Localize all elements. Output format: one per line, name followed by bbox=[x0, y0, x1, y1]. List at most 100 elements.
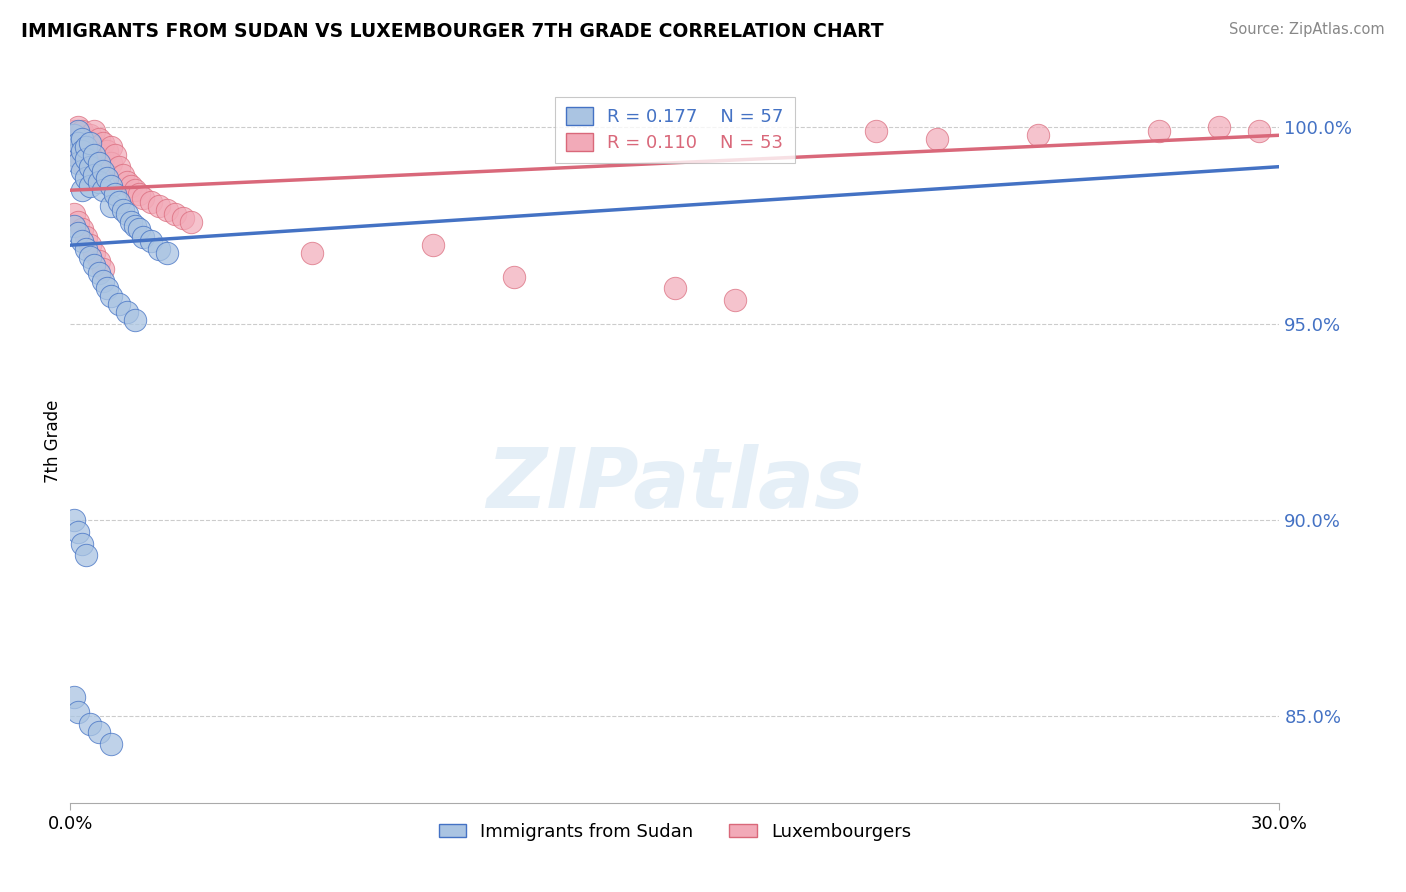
Point bbox=[79, 160, 101, 174]
Point bbox=[132, 230, 155, 244]
Point bbox=[72, 144, 94, 158]
Point bbox=[100, 140, 122, 154]
Point bbox=[63, 144, 86, 158]
Point bbox=[67, 124, 90, 138]
Point bbox=[124, 313, 146, 327]
Point bbox=[67, 214, 90, 228]
Point bbox=[115, 207, 138, 221]
Point bbox=[100, 179, 122, 194]
Point bbox=[925, 132, 948, 146]
Point bbox=[865, 124, 887, 138]
Point bbox=[72, 536, 94, 550]
Point bbox=[79, 136, 101, 150]
Point bbox=[128, 187, 150, 202]
Point bbox=[91, 136, 114, 150]
Point bbox=[96, 171, 118, 186]
Point bbox=[83, 258, 105, 272]
Point bbox=[1249, 124, 1271, 138]
Point bbox=[91, 152, 114, 166]
Point bbox=[72, 132, 94, 146]
Point bbox=[87, 132, 110, 146]
Point bbox=[79, 128, 101, 143]
Point bbox=[75, 148, 97, 162]
Point bbox=[156, 202, 179, 217]
Point bbox=[63, 207, 86, 221]
Point bbox=[115, 175, 138, 189]
Point bbox=[156, 246, 179, 260]
Point bbox=[724, 293, 747, 308]
Point bbox=[87, 155, 110, 169]
Point bbox=[139, 234, 162, 248]
Point bbox=[63, 690, 86, 704]
Point bbox=[72, 183, 94, 197]
Point bbox=[120, 179, 142, 194]
Point bbox=[104, 187, 127, 202]
Point bbox=[75, 140, 97, 154]
Text: Source: ZipAtlas.com: Source: ZipAtlas.com bbox=[1229, 22, 1385, 37]
Point bbox=[72, 163, 94, 178]
Point bbox=[79, 250, 101, 264]
Point bbox=[63, 219, 86, 233]
Point bbox=[72, 124, 94, 138]
Point bbox=[79, 717, 101, 731]
Point bbox=[100, 155, 122, 169]
Point bbox=[148, 199, 170, 213]
Point bbox=[422, 238, 444, 252]
Point bbox=[1026, 128, 1049, 143]
Point bbox=[100, 737, 122, 751]
Point bbox=[115, 305, 138, 319]
Point bbox=[67, 706, 90, 720]
Point bbox=[83, 148, 105, 162]
Point bbox=[1208, 120, 1230, 135]
Point bbox=[664, 281, 686, 295]
Point bbox=[63, 128, 86, 143]
Point bbox=[75, 230, 97, 244]
Point bbox=[75, 152, 97, 166]
Legend: Immigrants from Sudan, Luxembourgers: Immigrants from Sudan, Luxembourgers bbox=[432, 815, 918, 848]
Point bbox=[124, 183, 146, 197]
Point bbox=[128, 222, 150, 236]
Point bbox=[87, 148, 110, 162]
Point bbox=[79, 179, 101, 194]
Point bbox=[100, 199, 122, 213]
Point bbox=[91, 274, 114, 288]
Point bbox=[107, 297, 129, 311]
Point bbox=[75, 132, 97, 146]
Point bbox=[502, 269, 524, 284]
Text: IMMIGRANTS FROM SUDAN VS LUXEMBOURGER 7TH GRADE CORRELATION CHART: IMMIGRANTS FROM SUDAN VS LUXEMBOURGER 7T… bbox=[21, 22, 884, 41]
Point bbox=[63, 148, 86, 162]
Point bbox=[87, 725, 110, 739]
Point bbox=[107, 194, 129, 209]
Point bbox=[165, 207, 187, 221]
Point bbox=[75, 549, 97, 563]
Point bbox=[100, 289, 122, 303]
Point bbox=[91, 261, 114, 276]
Point bbox=[301, 246, 323, 260]
Point bbox=[1147, 124, 1170, 138]
Point bbox=[83, 124, 105, 138]
Point bbox=[79, 238, 101, 252]
Text: ZIPatlas: ZIPatlas bbox=[486, 444, 863, 525]
Point bbox=[83, 246, 105, 260]
Point bbox=[87, 266, 110, 280]
Point bbox=[67, 136, 90, 150]
Point bbox=[83, 140, 105, 154]
Point bbox=[124, 219, 146, 233]
Point bbox=[75, 242, 97, 256]
Point bbox=[79, 144, 101, 158]
Point bbox=[91, 183, 114, 197]
Point bbox=[96, 144, 118, 158]
Point bbox=[87, 253, 110, 268]
Point bbox=[180, 214, 202, 228]
Point bbox=[111, 168, 134, 182]
Point bbox=[148, 242, 170, 256]
Point bbox=[67, 120, 90, 135]
Point bbox=[72, 234, 94, 248]
Point bbox=[72, 222, 94, 236]
Point bbox=[107, 160, 129, 174]
Point bbox=[91, 163, 114, 178]
Point bbox=[67, 136, 90, 150]
Point bbox=[120, 214, 142, 228]
Point bbox=[96, 281, 118, 295]
Point bbox=[67, 155, 90, 169]
